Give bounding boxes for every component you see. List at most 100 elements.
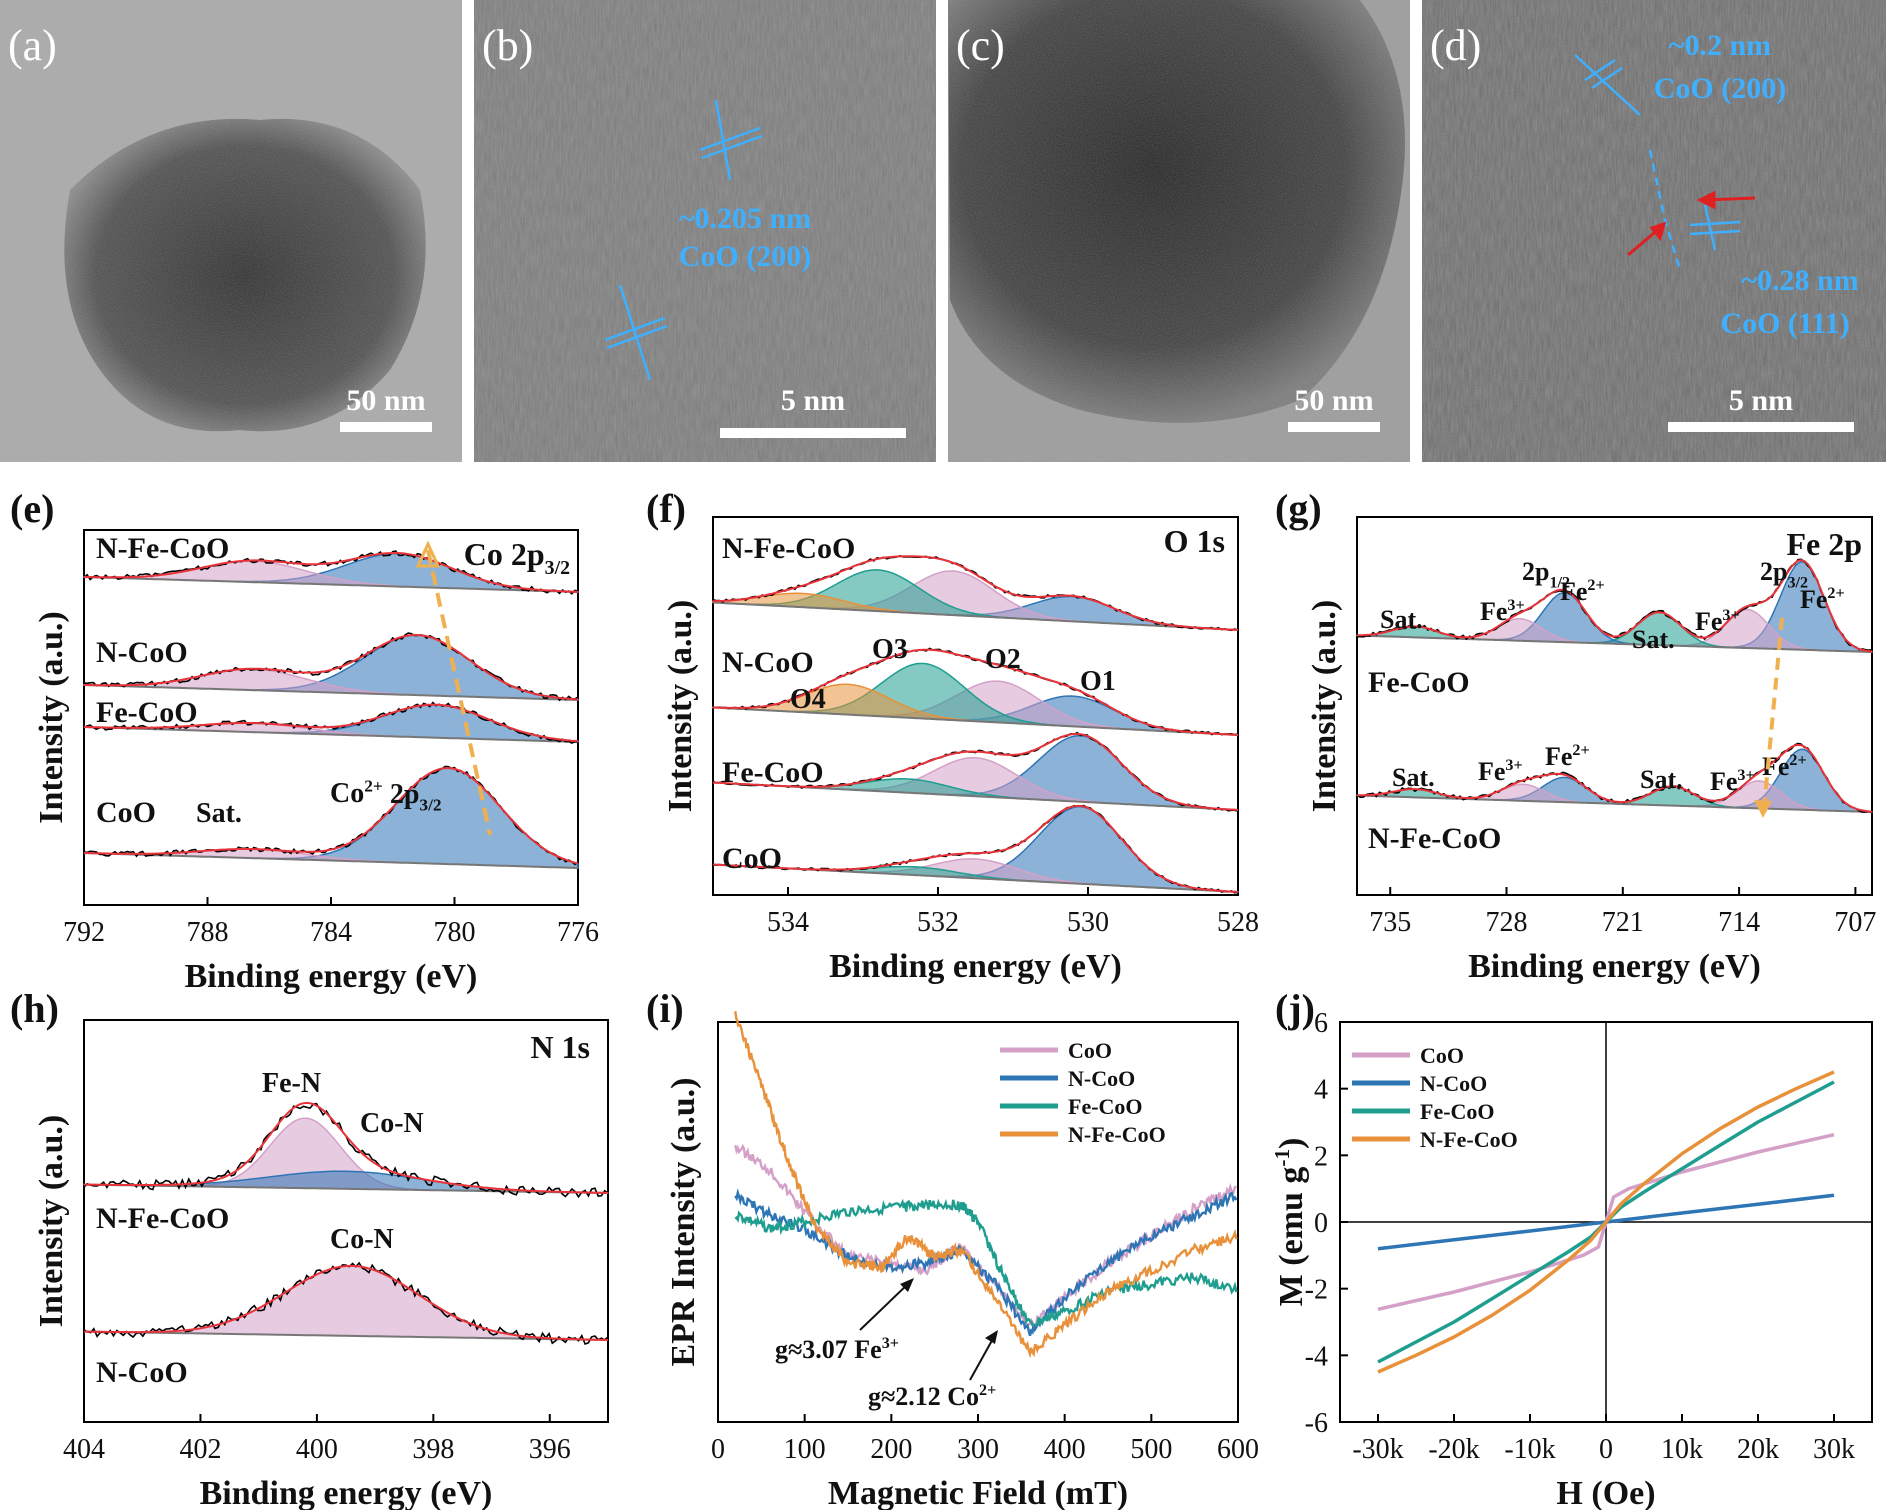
sat-label-1: Sat. <box>1380 605 1423 634</box>
panel-label: (f) <box>646 486 686 531</box>
legend-label: CoO <box>1420 1043 1464 1068</box>
background-line <box>1356 794 1873 813</box>
panel-label: (i) <box>646 986 684 1031</box>
chart-j: (j) -30k -20k -10k 0 10k 20k 30k H (Oe) -6 -4 -2 0 2 4… <box>1270 986 1873 1510</box>
o4-label: O4 <box>790 684 826 715</box>
x-tick-label: 0 <box>1599 1434 1613 1465</box>
x-tick-label: 30k <box>1813 1434 1855 1465</box>
series-line <box>734 1011 1238 1359</box>
series-label: N-CoO <box>96 1356 188 1389</box>
fit-envelope <box>712 804 1239 893</box>
x-tick-label: 10k <box>1661 1434 1703 1465</box>
x-tick-label: 528 <box>1217 907 1259 938</box>
fit-envelope <box>712 648 1239 736</box>
x-tick-label: -30k <box>1352 1434 1403 1465</box>
series-label: N-Fe-CoO <box>96 532 229 565</box>
series-label: N-Fe-CoO <box>1368 822 1501 855</box>
x-tick-label: 532 <box>917 907 959 938</box>
background-line <box>83 726 579 743</box>
d-spacing-b: ~0.205 nm <box>679 202 811 235</box>
annotation-co2: g≈2.12 Co2+ <box>868 1382 996 1411</box>
fit-envelope <box>1357 559 1873 653</box>
x-tick-label: 534 <box>767 907 809 938</box>
chart-h: (h) 404 402 400 398 396 Binding energy (eV) Int… <box>10 986 609 1510</box>
y-axis-label: Intensity (a.u.) <box>33 1115 70 1328</box>
scale-bar-label-b: 5 nm <box>781 384 845 417</box>
annotation-arrow <box>859 1281 911 1331</box>
plane-b: CoO (200) <box>679 240 811 273</box>
annotation-arrowhead <box>985 1330 998 1344</box>
o3-label: O3 <box>872 634 908 665</box>
sat-label-3: Sat. <box>1392 763 1435 792</box>
x-tick-label: 530 <box>1067 907 1109 938</box>
legend-label: CoO <box>1068 1038 1112 1063</box>
panel-label-d: (d) <box>1430 21 1481 70</box>
series-label: CoO <box>722 842 782 875</box>
x-tick-label: 721 <box>1602 907 1644 938</box>
tem-panel-c: (c) 50 nm <box>948 0 1410 462</box>
background-line <box>712 706 1239 736</box>
panel-label: (e) <box>10 486 54 531</box>
lattice-marker-d2 <box>1689 204 1741 251</box>
y-tick-label: -4 <box>1305 1341 1328 1372</box>
panel-label-a: (a) <box>8 21 57 70</box>
fe-n-label: Fe-N <box>262 1068 321 1099</box>
fit-envelope <box>83 1101 608 1194</box>
fit-envelope <box>83 552 579 593</box>
background-line <box>83 852 579 869</box>
x-axis-label: Magnetic Field (mT) <box>828 1475 1128 1510</box>
y-axis-label: M (emu g-1) <box>1270 1138 1310 1307</box>
x-tick-label: 402 <box>179 1434 221 1465</box>
scale-bar-label-a: 50 nm <box>346 384 425 417</box>
fit-envelope <box>84 703 579 743</box>
chart-f: (f) 534 532 530 528 Binding energy (eV) Intens… <box>646 486 1259 985</box>
x-tick-label: 200 <box>870 1434 912 1465</box>
plot-frame <box>1356 516 1873 896</box>
chart-e: (e) 792 788 784 780 776 Binding energy (eV) Int… <box>10 486 599 995</box>
x-tick-label: 20k <box>1737 1434 1779 1465</box>
series-label: N-Fe-CoO <box>722 532 855 565</box>
background-line <box>83 576 579 593</box>
y-axis-label: Intensity (a.u.) <box>33 611 70 824</box>
legend-label: N-Fe-CoO <box>1068 1122 1166 1147</box>
y-tick-label: 6 <box>1314 1008 1328 1039</box>
fe2-label-1: Fe2+ <box>1560 577 1605 606</box>
shift-arrowhead <box>1754 800 1772 818</box>
y-axis-label: EPR Intensity (a.u.) <box>665 1077 702 1366</box>
legend-label: Fe-CoO <box>1420 1099 1495 1124</box>
fit-envelope <box>83 633 579 701</box>
y-axis-label: Intensity (a.u.) <box>1306 600 1343 813</box>
scale-bar-a <box>340 422 432 432</box>
panel-title: N 1s <box>530 1029 590 1065</box>
x-tick-label: 400 <box>296 1434 338 1465</box>
tem-panel-a: (a) 50 nm <box>0 0 462 462</box>
y-tick-label: -6 <box>1305 1408 1328 1439</box>
x-axis-label: H (Oe) <box>1556 1475 1655 1510</box>
annotation-fe3: g≈3.07 Fe3+ <box>775 1335 899 1364</box>
background-line <box>83 684 579 701</box>
panel-label-b: (b) <box>482 21 533 70</box>
fe2-label-3: Fe2+ <box>1545 742 1590 771</box>
fit-envelope <box>84 767 579 865</box>
series-label: N-Fe-CoO <box>96 1202 229 1235</box>
panel-label: (h) <box>10 986 59 1031</box>
series-line <box>1377 1070 1835 1374</box>
chart-g: (g) 735 728 721 714 707 Binding energy (eV) Int… <box>1275 486 1876 985</box>
x-tick-label: 728 <box>1486 907 1528 938</box>
shift-arrow <box>1762 617 1784 809</box>
legend-label: N-CoO <box>1068 1066 1135 1091</box>
y-tick-label: -2 <box>1305 1275 1328 1306</box>
fit-envelope <box>712 555 1239 631</box>
grain-boundary-d <box>1648 149 1682 271</box>
y-tick-label: 4 <box>1314 1075 1328 1106</box>
panel-label: (g) <box>1275 486 1322 531</box>
x-tick-label: 400 <box>1044 1434 1086 1465</box>
tem-panel-d: (d) ~0.2 nm CoO (200) ~0.28 nm CoO (111)… <box>1422 0 1886 462</box>
series-label: Fe-CoO <box>722 756 824 789</box>
panel-label: (j) <box>1275 986 1315 1031</box>
chart-panels: (e) 792 788 784 780 776 Binding energy (eV) Int… <box>10 486 1876 1510</box>
panel-label-c: (c) <box>956 21 1005 70</box>
x-tick-label: 300 <box>957 1434 999 1465</box>
background-line <box>1356 634 1873 653</box>
